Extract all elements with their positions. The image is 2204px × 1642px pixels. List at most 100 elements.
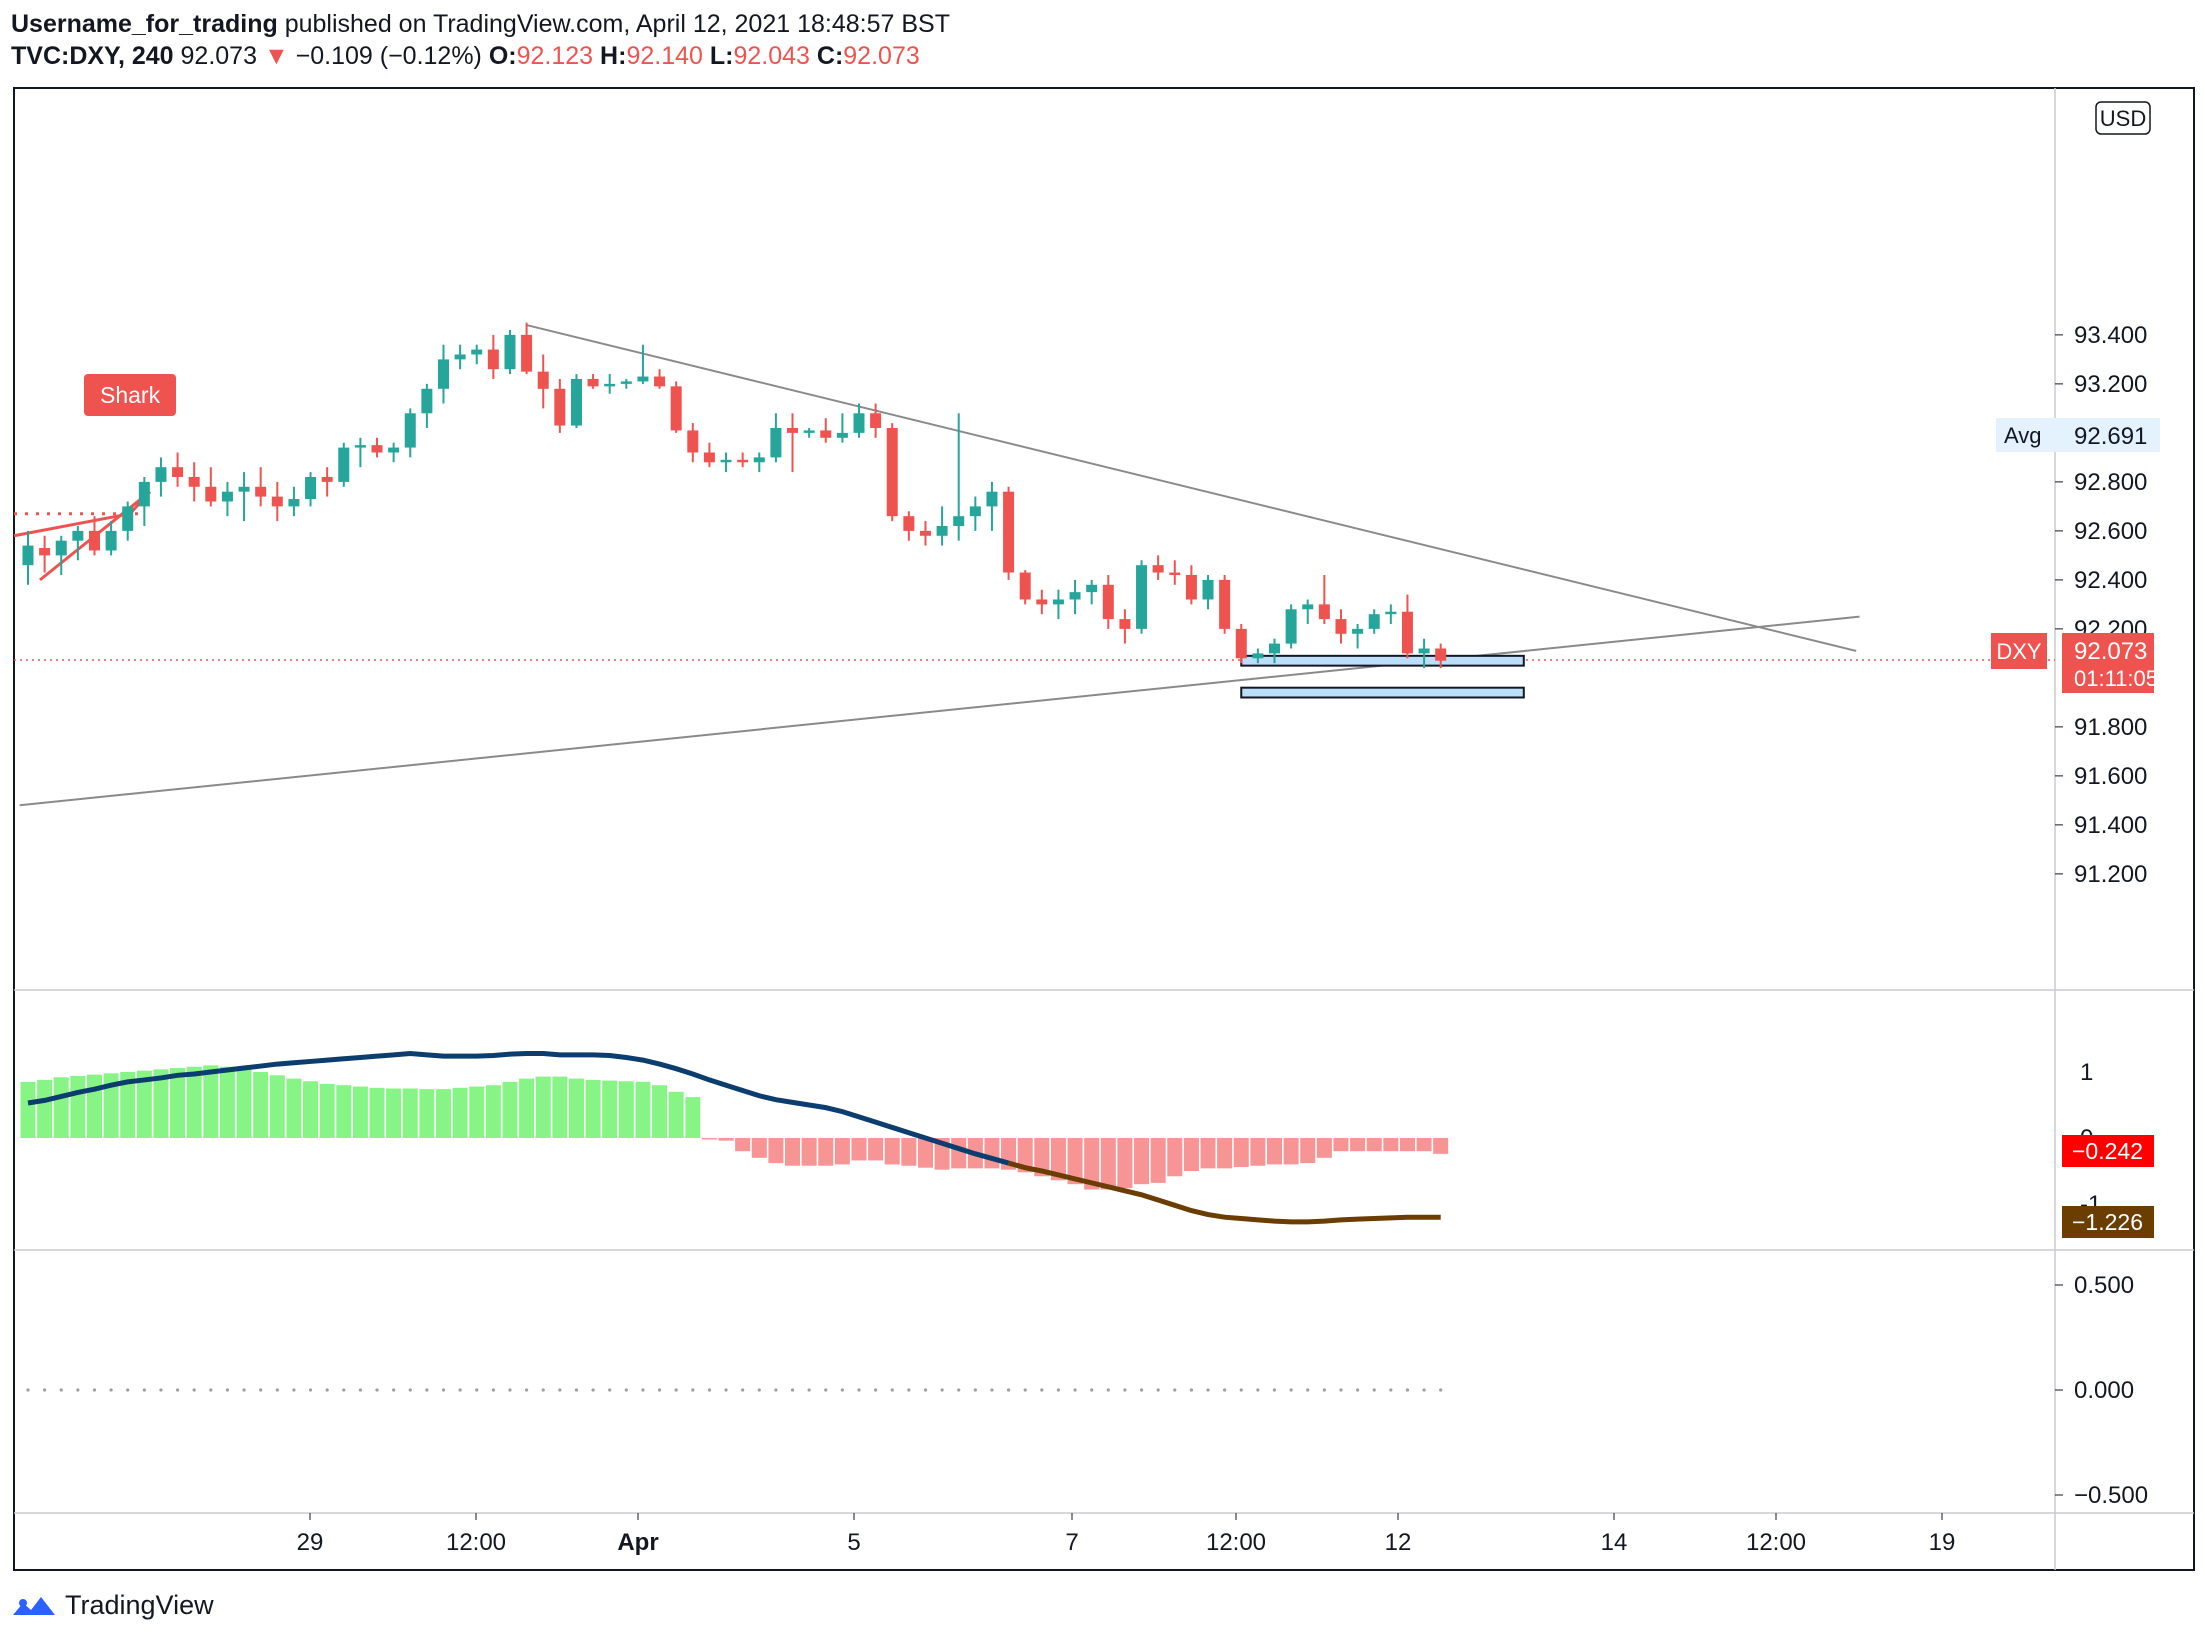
currency-badge[interactable]: USD: [2095, 101, 2151, 135]
candle-up: [1202, 579, 1214, 600]
open-value: 92.123: [516, 42, 594, 70]
candle-up: [1352, 628, 1364, 634]
currency-label: USD: [2100, 106, 2146, 131]
macd-histogram-bar: [53, 1077, 69, 1138]
time-tick-label: 14: [1601, 1529, 1628, 1556]
macd-histogram-bar: [701, 1138, 717, 1140]
candle-down: [654, 376, 666, 387]
candle-down: [537, 371, 549, 389]
down-arrow-icon: ▼: [263, 42, 289, 70]
candle-up: [122, 506, 134, 531]
candle-up: [471, 349, 483, 355]
macd-histogram-bar: [485, 1085, 501, 1138]
indicator-point: [308, 1388, 313, 1392]
candle-up: [421, 388, 433, 414]
tradingview-brand[interactable]: TradingView: [65, 1590, 214, 1620]
candle-up: [770, 427, 782, 458]
macd-histogram-bar: [20, 1081, 36, 1138]
publisher-name[interactable]: Username_for_trading: [11, 10, 278, 38]
macd-histogram-bar: [1134, 1138, 1150, 1185]
candle-up: [388, 447, 400, 453]
indicator-point: [358, 1388, 362, 1392]
macd-histogram-bar: [1383, 1138, 1399, 1152]
indicator-point: [574, 1388, 579, 1392]
candle-up: [953, 516, 965, 526]
symbol-interval[interactable]: TVC:DXY, 240: [11, 42, 174, 70]
indicator-point: [425, 1388, 429, 1392]
price-tick-label: 92.800: [2074, 469, 2147, 496]
macd-histogram-bar: [1316, 1138, 1332, 1158]
indicator-point: [591, 1388, 595, 1392]
candle-down: [172, 467, 184, 477]
shark-annotation[interactable]: Shark: [84, 374, 176, 416]
candle-down: [903, 516, 915, 531]
candle-up: [570, 378, 582, 426]
macd-histogram-bar: [519, 1078, 535, 1138]
indicator-point: [175, 1388, 180, 1392]
candle-down: [1185, 574, 1197, 600]
time-axis[interactable]: 29 12:00 Apr 5 7 12:00 12 14 12:00 19: [297, 1513, 1956, 1556]
macd-histogram-bar: [136, 1070, 152, 1138]
indicator-point: [840, 1388, 844, 1392]
price-tick-label: 91.600: [2074, 763, 2147, 790]
candle-down: [587, 378, 599, 387]
indicator-point: [657, 1388, 662, 1392]
high-label: H:: [600, 42, 627, 70]
indicator-point: [1389, 1388, 1393, 1392]
macd-histogram-bar: [652, 1085, 668, 1138]
time-tick-label: 19: [1929, 1529, 1956, 1556]
macd-histogram-bar: [1167, 1138, 1183, 1177]
indicator-point: [973, 1388, 977, 1392]
indicator-point: [475, 1388, 479, 1392]
macd-histogram-bar: [1017, 1138, 1033, 1173]
macd-histogram-bar: [502, 1081, 518, 1138]
candle-down: [1119, 619, 1131, 629]
candle-up: [288, 499, 300, 507]
candle-down: [1152, 565, 1164, 573]
indicator-point: [325, 1388, 329, 1392]
macd-line: [27, 1051, 1010, 1166]
price-tick-label: 93.400: [2074, 322, 2147, 349]
tradingview-logo-icon[interactable]: [11, 1593, 57, 1619]
indicator-point: [857, 1388, 861, 1392]
indicator-point: [92, 1388, 97, 1392]
indicator-point: [525, 1388, 529, 1392]
support-zone-lower: [1240, 686, 1525, 699]
candle-up: [753, 457, 765, 463]
macd-histogram-bar: [386, 1088, 402, 1138]
macd-histogram-bar: [1150, 1138, 1166, 1183]
macd-value: −0.242: [2072, 1138, 2143, 1164]
macd-histogram-bar: [1200, 1138, 1216, 1169]
time-tick-label: 12:00: [1746, 1529, 1806, 1556]
indicator-point: [441, 1388, 446, 1392]
macd-histogram-bar: [568, 1078, 584, 1138]
macd-histogram-bar: [236, 1068, 252, 1138]
candle-down: [1235, 628, 1247, 659]
candle-up: [1252, 653, 1264, 659]
candle-up: [404, 413, 416, 448]
candle-up: [620, 381, 632, 384]
candle-up: [1368, 614, 1380, 629]
candle-down: [271, 496, 283, 507]
publisher-line: Username_for_trading published on Tradin…: [11, 8, 950, 40]
indicator-point: [458, 1388, 462, 1392]
indicator-point: [292, 1388, 296, 1392]
candle-up: [72, 530, 84, 541]
macd-histogram-bar: [1366, 1138, 1382, 1152]
candle-down: [1169, 572, 1181, 575]
macd-histogram-bar: [435, 1089, 452, 1138]
time-tick-label: Apr: [617, 1529, 658, 1556]
candle-down: [1318, 604, 1330, 620]
close-value: 92.073: [843, 42, 920, 70]
macd-histogram-bar: [1217, 1138, 1233, 1169]
time-tick-label: 12: [1385, 1529, 1412, 1556]
indicator-point: [1405, 1388, 1410, 1392]
indicator-point: [225, 1388, 230, 1392]
candle-down: [1219, 579, 1231, 629]
indicator-tick-label: 0.000: [2074, 1377, 2134, 1404]
macd-histogram-bar: [917, 1138, 933, 1168]
candle-down: [886, 427, 898, 517]
candle-up: [338, 447, 350, 482]
indicator-point: [392, 1388, 396, 1392]
